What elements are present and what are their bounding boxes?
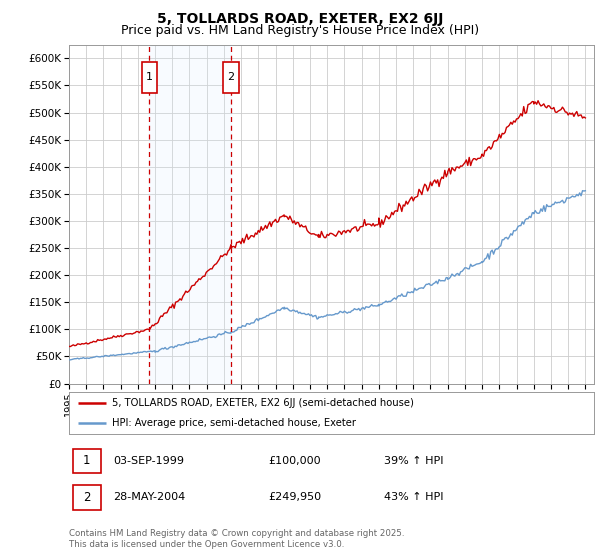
Text: 5, TOLLARDS ROAD, EXETER, EX2 6JJ (semi-detached house): 5, TOLLARDS ROAD, EXETER, EX2 6JJ (semi-… [112,398,414,408]
FancyBboxPatch shape [73,449,101,473]
Text: HPI: Average price, semi-detached house, Exeter: HPI: Average price, semi-detached house,… [112,418,356,428]
Text: £100,000: £100,000 [269,456,321,466]
FancyBboxPatch shape [223,62,239,92]
Text: 28-MAY-2004: 28-MAY-2004 [113,492,186,502]
FancyBboxPatch shape [73,485,101,510]
Text: 39% ↑ HPI: 39% ↑ HPI [384,456,443,466]
Text: Price paid vs. HM Land Registry's House Price Index (HPI): Price paid vs. HM Land Registry's House … [121,24,479,36]
Text: 03-SEP-1999: 03-SEP-1999 [113,456,185,466]
Bar [149,45,231,384]
Text: 1: 1 [83,454,91,468]
FancyBboxPatch shape [142,62,157,92]
Text: 43% ↑ HPI: 43% ↑ HPI [384,492,443,502]
Text: 1: 1 [146,72,153,82]
Text: £249,950: £249,950 [269,492,322,502]
Text: 2: 2 [83,491,91,504]
Text: 5, TOLLARDS ROAD, EXETER, EX2 6JJ: 5, TOLLARDS ROAD, EXETER, EX2 6JJ [157,12,443,26]
Text: 2: 2 [227,72,235,82]
Text: Contains HM Land Registry data © Crown copyright and database right 2025.
This d: Contains HM Land Registry data © Crown c… [69,529,404,549]
